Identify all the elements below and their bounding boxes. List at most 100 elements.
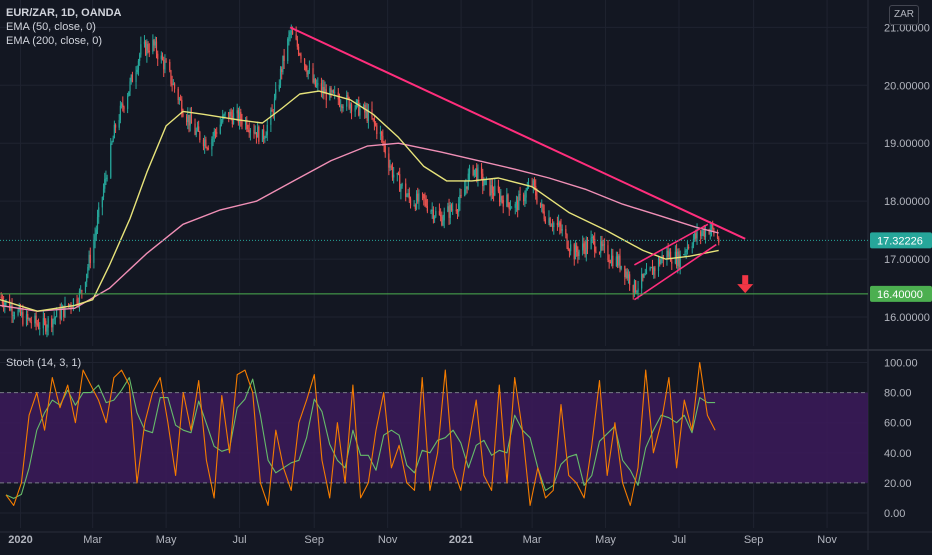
candle-body bbox=[297, 46, 300, 55]
candle-body bbox=[644, 274, 646, 276]
candle-body bbox=[548, 218, 550, 223]
candle-body bbox=[93, 241, 95, 263]
price-axis-tick-label: 21.00000 bbox=[884, 22, 930, 34]
time-axis-tick-label: 2020 bbox=[8, 534, 32, 546]
overlays bbox=[0, 26, 868, 312]
candle-body bbox=[244, 119, 247, 125]
price-axis-tick-label: 20.00000 bbox=[884, 80, 930, 92]
candle-body bbox=[359, 108, 361, 116]
descending-trendline bbox=[289, 26, 746, 240]
stoch-axis-tick-label: 0.00 bbox=[884, 508, 905, 520]
candle-body bbox=[399, 174, 401, 192]
ema200-legend[interactable]: EMA (200, close, 0) bbox=[6, 35, 102, 47]
candle-body bbox=[595, 251, 597, 253]
candle-body bbox=[449, 205, 451, 218]
candle-body bbox=[431, 209, 433, 212]
candle-body bbox=[206, 147, 208, 149]
candle-body bbox=[324, 89, 326, 94]
time-axis-tick-label: May bbox=[156, 534, 177, 546]
candle-body bbox=[152, 40, 154, 53]
candle-body bbox=[460, 195, 462, 197]
candle-body bbox=[559, 222, 561, 227]
candle-body bbox=[288, 34, 290, 39]
candle-body bbox=[625, 271, 627, 278]
candle-body bbox=[236, 110, 238, 114]
candle-body bbox=[341, 105, 343, 109]
candle-body bbox=[325, 89, 327, 101]
time-axis[interactable]: 2020 Mar May Jul Sep Nov 2021 Mar May Jul Sep Nov bbox=[8, 534, 837, 546]
stoch-axis-tick-label: 100.00 bbox=[884, 358, 918, 370]
stoch-legend[interactable]: Stoch (14, 3, 1) bbox=[6, 357, 82, 369]
candle-body bbox=[636, 291, 638, 293]
candle-body bbox=[406, 195, 408, 197]
candle-body bbox=[372, 118, 374, 120]
stoch-axis[interactable]: 0.00 20.00 40.00 60.00 80.00 100.00 bbox=[884, 358, 918, 520]
candle-body bbox=[685, 251, 687, 253]
candle-body bbox=[354, 108, 356, 112]
candle-body bbox=[291, 31, 294, 35]
currency-button[interactable]: ZAR bbox=[889, 5, 919, 25]
candle-body bbox=[598, 252, 601, 254]
candle-body bbox=[624, 265, 626, 278]
candle-body bbox=[169, 62, 171, 71]
candle-body bbox=[609, 262, 611, 263]
current-price-badge-label: 17.32226 bbox=[877, 235, 923, 247]
candle-body bbox=[515, 200, 518, 205]
candle-body bbox=[128, 91, 130, 97]
ema50-legend[interactable]: EMA (50, close, 0) bbox=[6, 21, 96, 33]
candle-body bbox=[112, 138, 114, 143]
candle-body bbox=[683, 254, 685, 256]
price-axis-tick-label: 19.00000 bbox=[884, 138, 930, 150]
candle-body bbox=[716, 234, 719, 239]
price-axis-tick-label: 18.00000 bbox=[884, 196, 930, 208]
candle-body bbox=[11, 305, 13, 316]
candle-body bbox=[338, 99, 341, 106]
candle-body bbox=[423, 194, 425, 199]
candle-body bbox=[549, 218, 551, 227]
stoch-axis-tick-label: 20.00 bbox=[884, 478, 912, 490]
candle-body bbox=[415, 193, 418, 209]
candle-body bbox=[172, 83, 174, 85]
candle-body bbox=[582, 243, 584, 251]
ema50-line bbox=[0, 90, 719, 312]
candle-body bbox=[275, 89, 277, 99]
candle-body bbox=[98, 207, 100, 218]
candle-body bbox=[600, 241, 602, 253]
candle-body bbox=[692, 239, 695, 247]
candle-body bbox=[224, 112, 226, 115]
stoch-lines bbox=[5, 361, 716, 506]
candle-body bbox=[279, 68, 282, 85]
candle-body bbox=[296, 39, 298, 47]
ema200-line bbox=[0, 142, 719, 312]
candle-body bbox=[248, 130, 250, 133]
candle-body bbox=[299, 54, 301, 55]
candle-body bbox=[633, 280, 636, 293]
candle-body bbox=[577, 252, 579, 256]
candle-body bbox=[570, 244, 572, 252]
candle-body bbox=[340, 105, 342, 107]
candle-body bbox=[441, 216, 443, 226]
candle-body bbox=[499, 191, 501, 202]
symbol-title[interactable]: EUR/ZAR, 1D, OANDA bbox=[6, 7, 122, 19]
candle-body bbox=[560, 226, 562, 231]
candle-body bbox=[111, 142, 113, 144]
price-axis[interactable]: 16.00000 17.00000 18.00000 19.00000 20.00000… bbox=[870, 22, 932, 324]
candle-body bbox=[373, 118, 376, 124]
time-axis-tick-label: Mar bbox=[523, 534, 542, 546]
candle-body bbox=[607, 245, 609, 261]
candle-body bbox=[153, 40, 155, 46]
candle-body bbox=[51, 318, 53, 328]
candle-body bbox=[514, 204, 516, 208]
candle-body bbox=[331, 90, 333, 93]
candle-body bbox=[594, 238, 596, 252]
candle-body bbox=[489, 178, 491, 196]
candle-body bbox=[122, 103, 124, 107]
candle-body bbox=[190, 114, 193, 124]
candle-body bbox=[393, 174, 395, 178]
candle-body bbox=[272, 111, 274, 115]
candle-body bbox=[477, 167, 479, 181]
candle-body bbox=[390, 166, 392, 168]
candle-body bbox=[455, 209, 457, 212]
time-axis-tick-label: Jul bbox=[672, 534, 686, 546]
candle-body bbox=[618, 255, 620, 266]
